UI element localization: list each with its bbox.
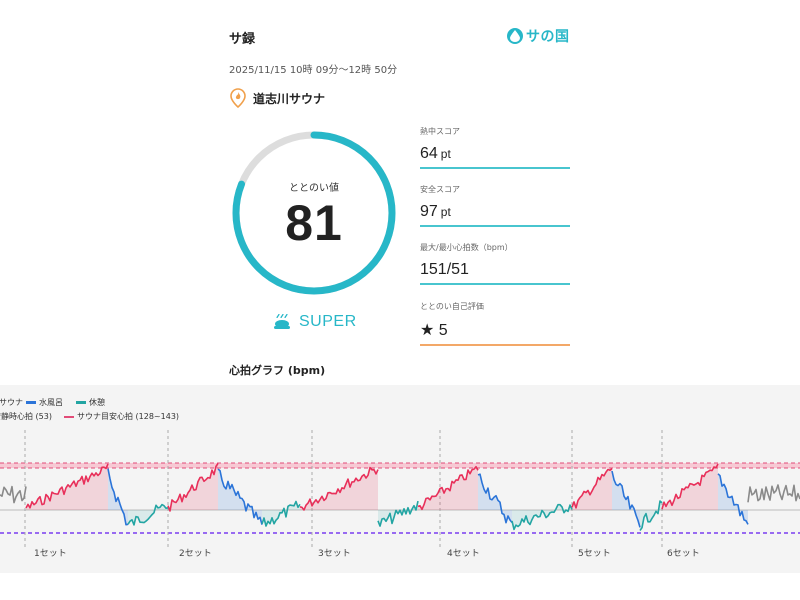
legend-water-bath: 水風呂 xyxy=(26,397,63,408)
hr-trace-rest xyxy=(261,500,301,527)
score-value: 81 xyxy=(285,195,343,251)
target-hr-band xyxy=(0,463,800,468)
stat-value: 97 pt xyxy=(420,203,451,220)
stat-label: 熱中スコア xyxy=(420,127,460,136)
brand-logo: サの国 xyxy=(507,26,570,46)
facility[interactable]: 道志川サウナ xyxy=(229,88,325,108)
stat-underline xyxy=(420,167,570,169)
stat-label: ととのい自己評価 xyxy=(420,302,484,311)
hr-trace-water xyxy=(717,473,749,525)
stat-heart-rate: 最大/最小心拍数（bpm） 151/51 xyxy=(420,242,570,285)
set-label-6: 6セット xyxy=(667,549,700,559)
hr-trace-sauna xyxy=(167,462,219,512)
page-title: サ録 xyxy=(229,32,256,47)
hr-area-water xyxy=(218,469,262,525)
set-label-2: 2セット xyxy=(179,549,212,559)
hr-area-rest xyxy=(640,501,662,531)
legend-target-hr: サウナ目安心拍 (128~143) xyxy=(64,411,179,422)
stat-value: 64 pt xyxy=(420,145,451,162)
hr-trace-sauna xyxy=(661,463,719,510)
stat-safety-score: 安全スコア 97 pt xyxy=(420,184,570,227)
legend-resting-hr: 安静時心拍 (53) xyxy=(0,412,52,421)
hr-trace-rest xyxy=(127,503,169,526)
rank-label: SUPER xyxy=(299,313,357,330)
hr-trace-water xyxy=(611,470,641,528)
set-label-1: 1セット xyxy=(34,549,67,559)
rank-badge: SUPER xyxy=(271,313,357,331)
flame-pin-icon xyxy=(230,88,246,108)
hr-trace-water xyxy=(107,468,129,526)
stat-self-rating: ととのい自己評価 ★ 5 xyxy=(420,301,570,346)
hr-trace-sauna xyxy=(299,466,379,511)
stat-underline xyxy=(420,283,570,285)
hr-area-water xyxy=(718,473,748,525)
legend-sauna: サウナ xyxy=(0,398,23,407)
stat-value: ★ 5 xyxy=(420,322,448,339)
score-label: ととのい値 xyxy=(289,183,339,194)
hr-trace-rest0 xyxy=(747,484,800,503)
session-datetime: 2025/11/15 10時 09分〜12時 50分 xyxy=(229,65,398,76)
score-ring-progress xyxy=(232,131,396,295)
score-ring-graphic xyxy=(232,131,396,295)
hr-area-water xyxy=(478,474,512,523)
stat-heat-score: 熱中スコア 64 pt xyxy=(420,126,570,169)
totonoi-score-ring: ととのい値 81 xyxy=(229,128,399,298)
hr-trace-rest0 xyxy=(0,485,27,504)
stat-label: 安全スコア xyxy=(420,185,460,194)
hr-trace-water xyxy=(217,468,263,525)
facility-name: 道志川サウナ xyxy=(253,91,326,106)
stat-underline xyxy=(420,225,570,227)
legend-rest: 休憩 xyxy=(76,397,105,408)
hr-area-sauna xyxy=(662,464,718,510)
hr-trace-rest xyxy=(377,500,419,527)
stat-value: 151/51 xyxy=(420,261,469,278)
heart-rate-graph-title: 心拍グラフ (bpm) xyxy=(229,364,326,377)
hr-trace-sauna xyxy=(417,465,479,511)
water-drop-icon xyxy=(507,28,523,44)
hr-area-rest xyxy=(262,501,300,526)
set-label-3: 3セット xyxy=(318,549,351,559)
hr-trace-sauna xyxy=(571,468,613,509)
sauna-stone-icon xyxy=(274,313,290,329)
hr-area-sauna xyxy=(300,467,378,510)
hr-area-rest xyxy=(128,504,168,525)
set-label-5: 5セット xyxy=(578,549,611,559)
hr-trace-water xyxy=(477,473,513,524)
heart-rate-plot xyxy=(0,430,800,550)
brand-name: サの国 xyxy=(526,29,570,45)
hr-trace-sauna xyxy=(25,463,109,509)
heart-rate-graph xyxy=(0,385,800,573)
stat-underline xyxy=(420,344,570,346)
hr-area-rest xyxy=(512,504,572,530)
hr-trace-rest xyxy=(639,500,663,531)
hr-area-sauna xyxy=(572,468,612,510)
hr-trace-rest xyxy=(511,503,573,531)
stat-label: 最大/最小心拍数（bpm） xyxy=(420,243,513,252)
set-label-4: 4セット xyxy=(447,549,480,559)
